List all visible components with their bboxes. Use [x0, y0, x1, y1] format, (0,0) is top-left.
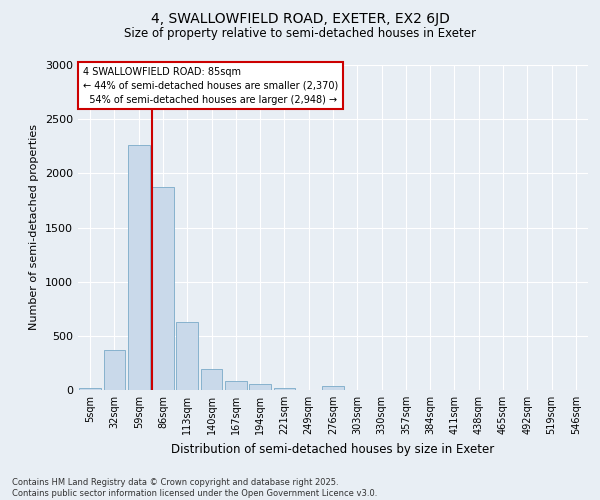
- Bar: [200, 370, 223, 390]
- Text: Size of property relative to semi-detached houses in Exeter: Size of property relative to semi-detach…: [124, 28, 476, 40]
- Bar: [104, 350, 125, 390]
- Bar: [152, 188, 174, 390]
- Text: Contains HM Land Registry data © Crown copyright and database right 2025.
Contai: Contains HM Land Registry data © Crown c…: [12, 478, 377, 498]
- Y-axis label: Number of semi-detached properties: Number of semi-detached properties: [29, 124, 40, 330]
- Bar: [249, 384, 271, 390]
- Bar: [225, 382, 247, 390]
- X-axis label: Distribution of semi-detached houses by size in Exeter: Distribution of semi-detached houses by …: [172, 442, 494, 456]
- Bar: [322, 386, 344, 390]
- Bar: [79, 388, 101, 390]
- Bar: [274, 388, 295, 390]
- Text: 4, SWALLOWFIELD ROAD, EXETER, EX2 6JD: 4, SWALLOWFIELD ROAD, EXETER, EX2 6JD: [151, 12, 449, 26]
- Bar: [128, 145, 149, 390]
- Bar: [176, 322, 198, 390]
- Text: 4 SWALLOWFIELD ROAD: 85sqm
← 44% of semi-detached houses are smaller (2,370)
  5: 4 SWALLOWFIELD ROAD: 85sqm ← 44% of semi…: [83, 66, 338, 104]
